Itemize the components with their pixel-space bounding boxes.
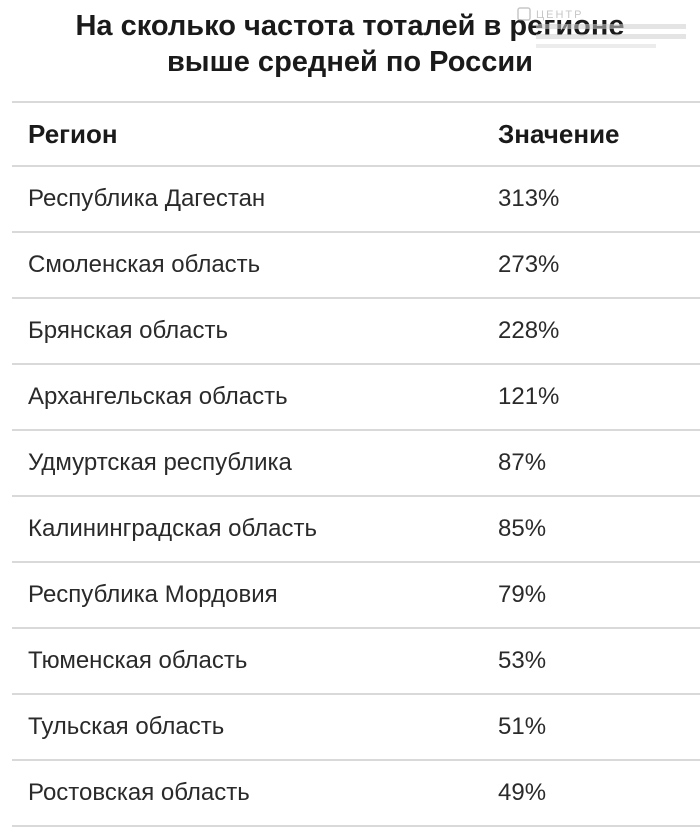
table-row: Республика Мордовия 79% <box>12 562 700 629</box>
chart-title: На сколько частота тоталей в регионе выш… <box>0 8 700 80</box>
table-row: Тюменская область 53% <box>12 628 700 695</box>
region-cell: Тюменская область <box>12 628 482 695</box>
watermark-text: ЦЕНТР <box>536 9 583 21</box>
region-cell: Республика Дагестан <box>12 166 482 233</box>
value-cell: 49% <box>482 760 700 827</box>
table-row: Республика Дагестан 313% <box>12 166 700 233</box>
region-cell: Ростовская область <box>12 760 482 827</box>
chart-title-line-2: выше средней по России <box>166 46 533 78</box>
value-cell: 228% <box>482 298 700 365</box>
table-header-row: Регион Значение <box>12 103 700 167</box>
table-row: Тульская область 51% <box>12 694 700 761</box>
region-cell: Удмуртская республика <box>12 430 482 497</box>
value-cell: 121% <box>482 364 700 431</box>
column-header-region: Регион <box>12 103 482 167</box>
value-cell: 313% <box>482 166 700 233</box>
value-cell: 51% <box>482 694 700 761</box>
value-cell: 79% <box>482 562 700 629</box>
value-cell: 53% <box>482 628 700 695</box>
table-row: Смоленская область 273% <box>12 232 700 299</box>
table-top-divider <box>12 101 700 103</box>
table-row: Удмуртская республика 87% <box>12 430 700 497</box>
table-row: Калининградская область 85% <box>12 496 700 563</box>
table-row: Архангельская область 121% <box>12 364 700 431</box>
region-cell: Брянская область <box>12 298 482 365</box>
region-cell: Архангельская область <box>12 364 482 431</box>
region-cell: Смоленская область <box>12 232 482 299</box>
region-cell: Калининградская область <box>12 496 482 563</box>
region-cell: Республика Мордовия <box>12 562 482 629</box>
chart-title-line-1: На сколько частота тоталей в регионе <box>75 10 625 42</box>
value-cell: 85% <box>482 496 700 563</box>
value-cell: 87% <box>482 430 700 497</box>
table-row: Брянская область 228% <box>12 298 700 365</box>
region-cell: Тульская область <box>12 694 482 761</box>
table-row: Ростовская область 49% <box>12 760 700 827</box>
value-cell: 273% <box>482 232 700 299</box>
logo-watermark-icon: ЦЕНТР <box>517 7 686 48</box>
data-table: Регион Значение Республика Дагестан 313%… <box>12 103 700 827</box>
column-header-value: Значение <box>482 103 700 167</box>
